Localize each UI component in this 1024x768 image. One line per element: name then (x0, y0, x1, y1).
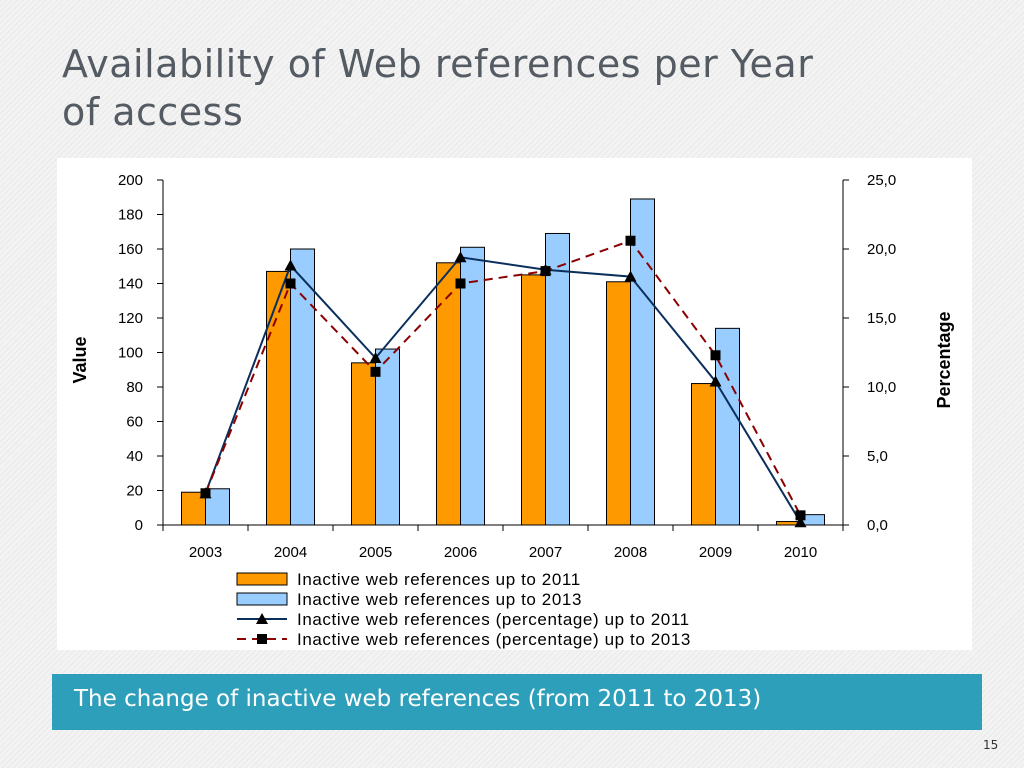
slide-title: Availability of Web references per Year o… (62, 40, 962, 136)
y-tick-label: 40 (126, 448, 143, 465)
bar (545, 232, 570, 526)
bar (375, 348, 400, 526)
legend-background (57, 568, 972, 650)
caption-text: The change of inactive web references (f… (74, 686, 762, 712)
legend-marker (256, 613, 268, 624)
data-point (284, 259, 297, 271)
y-tick-label: 100 (118, 345, 143, 362)
y-tick-label: 200 (118, 172, 143, 189)
x-tick-label: 2003 (189, 544, 222, 561)
axis-labels: Value Percentage (70, 311, 954, 408)
bar (521, 274, 546, 526)
data-point (540, 266, 551, 277)
data-point (454, 251, 467, 263)
x-tick-label: 2008 (614, 544, 647, 561)
legend-marker (257, 634, 267, 644)
combo-chart: 0 20 40 60 80 100 120 140 160 180 200 0,0 5,0 10,0 15,… (57, 158, 972, 650)
legend-label: Inactive web references (percentage) up … (297, 630, 691, 649)
y-tick-label: 0 (135, 517, 143, 534)
slide-title-line-1: Availability of Web references per Year (62, 42, 814, 86)
data-point (285, 278, 296, 289)
data-point (625, 235, 636, 246)
y2-axis-label: Percentage (934, 311, 954, 408)
bars (181, 198, 825, 526)
bar (290, 248, 315, 526)
y-tick-label: 60 (126, 414, 143, 431)
y-tick-label: 120 (118, 310, 143, 327)
slide-title-line-2: of access (62, 90, 244, 134)
data-point (795, 510, 806, 521)
bar (266, 270, 291, 526)
x-tick-label: 2010 (784, 544, 817, 561)
axes: 0 20 40 60 80 100 120 140 160 180 200 0,0 5,0 10,0 15,… (118, 172, 896, 561)
series-line (204, 256, 802, 523)
bar (436, 262, 461, 526)
x-tick-label: 2005 (359, 544, 392, 561)
legend-label: Inactive web references (percentage) up … (297, 610, 690, 629)
data-point (369, 352, 382, 364)
series-line (204, 239, 802, 516)
legend-label: Inactive web references up to 2011 (297, 570, 581, 589)
data-point (624, 270, 637, 282)
caption-bar: The change of inactive web references (f… (52, 674, 982, 730)
bar (691, 383, 716, 526)
x-tick-label: 2004 (274, 544, 307, 561)
x-tick-label: 2006 (444, 544, 477, 561)
y2-tick-label: 25,0 (867, 172, 896, 189)
data-point (710, 350, 721, 361)
lines (199, 235, 807, 528)
legend-label: Inactive web references up to 2013 (297, 590, 582, 609)
data-point (455, 278, 466, 289)
y-tick-label: 20 (126, 483, 143, 500)
bar (460, 246, 485, 526)
legend-swatch (236, 572, 288, 586)
data-point (709, 375, 722, 387)
y-tick-label: 160 (118, 241, 143, 258)
y2-tick-label: 5,0 (867, 448, 888, 465)
data-point (370, 366, 381, 377)
legend-swatch (236, 592, 288, 606)
data-point (200, 488, 211, 499)
y-tick-label: 140 (118, 276, 143, 293)
x-tick-label: 2009 (699, 544, 732, 561)
x-tick-label: 2007 (529, 544, 562, 561)
y2-tick-label: 20,0 (867, 241, 896, 258)
bar (606, 281, 631, 526)
y2-tick-label: 10,0 (867, 379, 896, 396)
page-number: 15 (983, 738, 999, 752)
y-tick-label: 180 (118, 207, 143, 224)
y-axis-label: Value (70, 336, 90, 383)
bar (351, 362, 376, 526)
bar (630, 198, 655, 526)
data-point (794, 516, 807, 528)
legend: Inactive web references up to 2011Inacti… (236, 570, 691, 649)
y2-tick-label: 15,0 (867, 310, 896, 327)
y2-tick-label: 0,0 (867, 517, 888, 534)
y-tick-label: 80 (126, 379, 143, 396)
